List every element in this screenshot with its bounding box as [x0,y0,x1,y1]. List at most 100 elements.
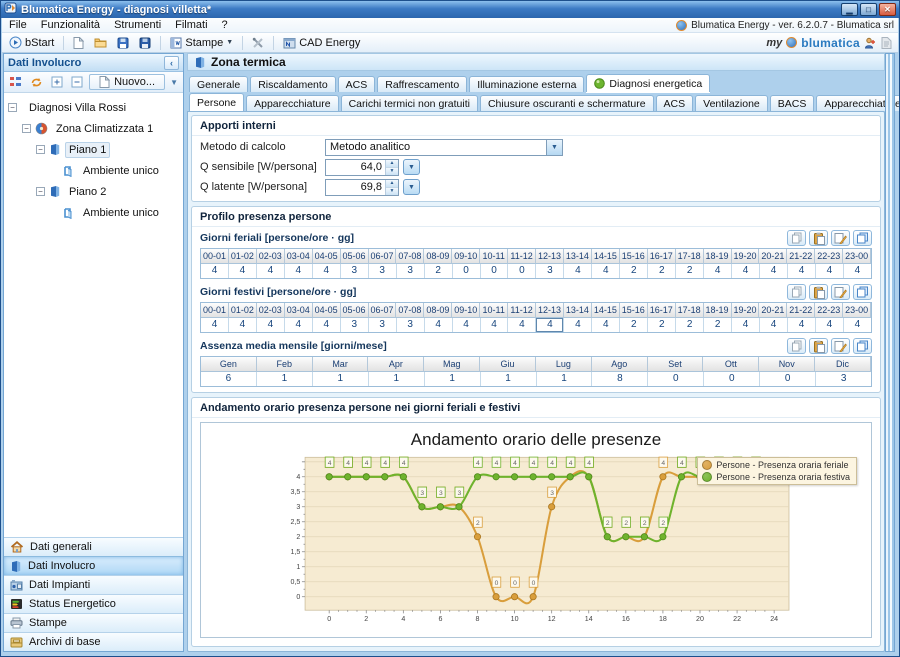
tab-riscaldamento[interactable]: Riscaldamento [250,76,335,92]
value-cell[interactable]: 0 [481,264,509,278]
value-cell[interactable]: 2 [676,318,704,332]
value-cell[interactable]: 4 [201,264,229,278]
tree-item-ambiente-unico[interactable]: Ambiente unico [79,163,163,179]
tree-item-piano-2[interactable]: Piano 2 [65,184,110,200]
combo-dropdown-icon[interactable]: ▼ [546,140,562,155]
tab-chiusure-oscuranti-e-schermature[interactable]: Chiusure oscuranti e schermature [480,95,654,111]
paste-button[interactable] [809,230,828,246]
value-cell[interactable]: 3 [397,318,425,332]
cad-energy-button[interactable]: CAD Energy [279,36,364,50]
qlat-spin-up-button[interactable]: ▲ [386,180,398,188]
tree-menu-button[interactable]: ▼ [168,74,180,91]
tree-item-ambiente-unico[interactable]: Ambiente unico [79,205,163,221]
stampe-button[interactable]: Stampe ▼ [166,36,237,50]
tree-item-zona-climatizzata-1[interactable]: Zona Climatizzata 1 [52,121,157,137]
account-icon[interactable] [864,37,877,49]
sidebar-nav-stampe[interactable]: Stampe [4,613,183,632]
value-cell[interactable]: 2 [425,264,453,278]
edit-button[interactable] [831,284,850,300]
copy-button[interactable] [787,284,806,300]
tree-item-piano-1[interactable]: Piano 1 [65,142,110,158]
tab-raffrescamento[interactable]: Raffrescamento [377,76,467,92]
value-cell[interactable]: 3 [369,318,397,332]
value-cell[interactable]: 1 [537,372,593,386]
value-cell[interactable]: 0 [648,372,704,386]
tree-expander[interactable]: − [36,145,45,154]
value-cell[interactable]: 4 [788,264,816,278]
value-cell[interactable]: 4 [257,318,285,332]
value-cell[interactable]: 3 [816,372,871,386]
qlat-dropdown-button[interactable]: ▼ [403,179,420,195]
value-cell[interactable]: 6 [201,372,257,386]
value-cell[interactable]: 4 [564,318,592,332]
qlat-spin-down-button[interactable]: ▼ [386,188,398,195]
edit-button[interactable] [831,230,850,246]
value-cell[interactable]: 4 [760,318,788,332]
value-cell[interactable]: 4 [592,318,620,332]
value-cell[interactable]: 4 [844,318,871,332]
value-cell[interactable]: 4 [229,264,257,278]
value-cell[interactable]: 8 [592,372,648,386]
qlat-input[interactable]: 69,8 ▲▼ [325,179,399,196]
duplicate-button[interactable] [853,230,872,246]
value-cell[interactable]: 4 [816,264,844,278]
value-cell[interactable]: 4 [453,318,481,332]
tab-generale[interactable]: Generale [189,76,248,92]
value-cell[interactable]: 1 [313,372,369,386]
sidebar-collapse-button[interactable]: ‹ [164,56,179,70]
save-all-button[interactable] [135,36,155,50]
save-button[interactable] [113,36,133,50]
tab-ventilazione[interactable]: Ventilazione [695,95,768,111]
notes-icon[interactable] [881,37,892,49]
value-cell[interactable]: 4 [732,264,760,278]
nuovo-button[interactable]: Nuovo... [89,74,165,90]
value-cell[interactable]: 4 [257,264,285,278]
qsens-spin-down-button[interactable]: ▼ [386,168,398,175]
new-button[interactable] [69,36,88,50]
tab-acs[interactable]: ACS [338,76,376,92]
metodo-combobox[interactable]: Metodo analitico ▼ [325,139,563,156]
expand-all-button[interactable] [48,74,66,91]
sidebar-nav-dati-involucro[interactable]: Dati Involucro [4,556,183,575]
tree-refresh-button[interactable] [28,74,46,91]
value-cell[interactable]: 4 [564,264,592,278]
duplicate-button[interactable] [853,284,872,300]
tab-bacs[interactable]: BACS [770,95,815,111]
collapse-all-button[interactable] [69,74,87,91]
value-cell[interactable]: 2 [648,318,676,332]
tree-item-diagnosi-villa-rossi[interactable]: Diagnosi Villa Rossi [25,100,130,116]
maximize-button[interactable]: □ [860,3,877,16]
tree-levels-button[interactable] [7,74,25,91]
value-cell[interactable]: 4 [313,264,341,278]
vertical-splitter[interactable] [885,53,895,652]
tab-apparecchiature[interactable]: Apparecchiature [246,95,338,111]
value-cell[interactable]: 4 [425,318,453,332]
value-cell[interactable]: 4 [481,318,509,332]
open-button[interactable] [90,36,111,49]
value-cell[interactable]: 4 [732,318,760,332]
menu-funzionalità[interactable]: Funzionalità [34,19,107,31]
tools-button[interactable] [248,36,268,50]
value-cell[interactable]: 4 [285,318,313,332]
value-cell[interactable]: 4 [816,318,844,332]
tab-carichi-termici-non-gratuiti[interactable]: Carichi termici non gratuiti [341,95,478,111]
qsens-dropdown-button[interactable]: ▼ [403,159,420,175]
minimize-button[interactable]: ▁ [841,3,858,16]
value-cell[interactable]: 2 [620,264,648,278]
qsens-spin-up-button[interactable]: ▲ [386,160,398,168]
value-cell[interactable]: 2 [648,264,676,278]
close-button[interactable]: ✕ [879,3,896,16]
value-cell[interactable]: 0 [760,372,816,386]
value-cell[interactable]: 4 [313,318,341,332]
value-cell[interactable]: 1 [481,372,537,386]
value-cell[interactable]: 4 [704,264,732,278]
menu-file[interactable]: File [2,19,34,31]
tree-expander[interactable]: − [36,187,45,196]
tree-expander[interactable]: − [22,124,31,133]
value-cell[interactable]: 1 [257,372,313,386]
tree-expander[interactable]: − [8,103,17,112]
value-cell[interactable]: 2 [676,264,704,278]
value-cell[interactable]: 2 [620,318,648,332]
sidebar-nav-dati-impianti[interactable]: Dati Impianti [4,575,183,594]
tab-diagnosi-energetica[interactable]: Diagnosi energetica [586,74,710,92]
